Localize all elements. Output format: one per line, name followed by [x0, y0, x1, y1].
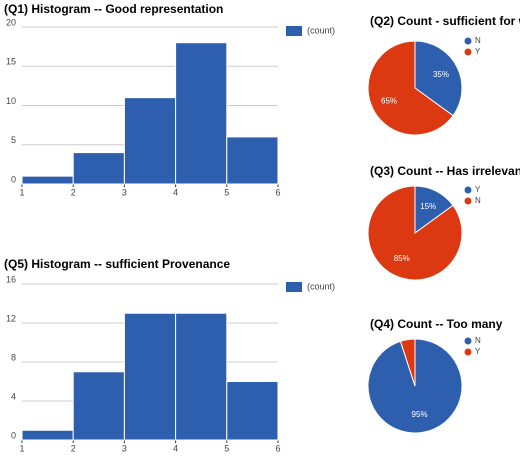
bar	[123, 312, 177, 441]
pie-slice	[399, 338, 416, 387]
x-tick-label: 3	[122, 187, 127, 197]
legend-swatch	[286, 26, 302, 36]
pie-slice	[414, 40, 463, 117]
slice-label: 35%	[433, 70, 449, 79]
x-tick-label: 5	[224, 443, 229, 453]
y-tick-label: 8	[11, 352, 16, 362]
pie-slice	[367, 40, 454, 136]
bar	[123, 97, 177, 185]
chart-title: (Q1) Histogram -- Good representation	[4, 2, 223, 16]
bar	[21, 429, 74, 441]
legend-swatch	[464, 186, 472, 194]
x-tick-label: 1	[19, 187, 24, 197]
legend-swatch	[464, 48, 472, 56]
legend-label: Y	[475, 47, 481, 56]
x-tick-label: 4	[173, 443, 178, 453]
legend-swatch	[464, 348, 472, 356]
x-tick-label: 1	[19, 443, 24, 453]
bar	[175, 42, 228, 185]
legend-swatch	[464, 197, 472, 205]
x-tick-label: 6	[275, 187, 280, 197]
legend-label: N	[475, 336, 481, 345]
x-tick-label: 4	[173, 187, 178, 197]
chart-title: (Q4) Count -- Too many	[370, 317, 503, 331]
x-tick-label: 5	[224, 187, 229, 197]
y-tick-label: 20	[6, 17, 16, 27]
bar	[226, 381, 279, 441]
bar	[72, 371, 125, 441]
legend-label: (count)	[307, 25, 335, 35]
chart-title: (Q3) Count -- Has irrelevant	[370, 164, 520, 178]
x-tick-label: 2	[71, 187, 76, 197]
bar	[21, 175, 74, 185]
y-tick-label: 5	[11, 135, 16, 145]
y-tick-label: 12	[6, 313, 16, 323]
legend-label: Y	[475, 347, 481, 356]
y-tick-label: 0	[11, 430, 16, 440]
y-tick-label: 16	[6, 274, 16, 284]
legend-swatch	[464, 37, 472, 45]
legend-swatch	[464, 337, 472, 345]
slice-label: 95%	[412, 410, 428, 419]
slice-label: 85%	[394, 254, 410, 263]
legend-label: Y	[475, 185, 481, 194]
legend-label: (count)	[307, 281, 335, 291]
bar	[175, 312, 228, 441]
legend-label: N	[475, 36, 481, 45]
pie-slice	[367, 185, 463, 281]
legend-swatch	[286, 282, 302, 292]
slice-label: 65%	[381, 96, 397, 105]
chart-title: (Q5) Histogram -- sufficient Provenance	[4, 257, 230, 271]
x-tick-label: 2	[71, 443, 76, 453]
slice-label: 15%	[420, 202, 436, 211]
x-tick-label: 6	[275, 443, 280, 453]
y-tick-label: 10	[6, 96, 16, 106]
bar	[72, 152, 125, 185]
y-tick-label: 0	[11, 174, 16, 184]
chart-title: (Q2) Count - sufficient for work	[370, 14, 520, 28]
y-tick-label: 4	[11, 391, 16, 401]
y-tick-label: 15	[6, 57, 16, 67]
bar	[226, 136, 279, 185]
legend-label: N	[475, 196, 481, 205]
x-tick-label: 3	[122, 443, 127, 453]
